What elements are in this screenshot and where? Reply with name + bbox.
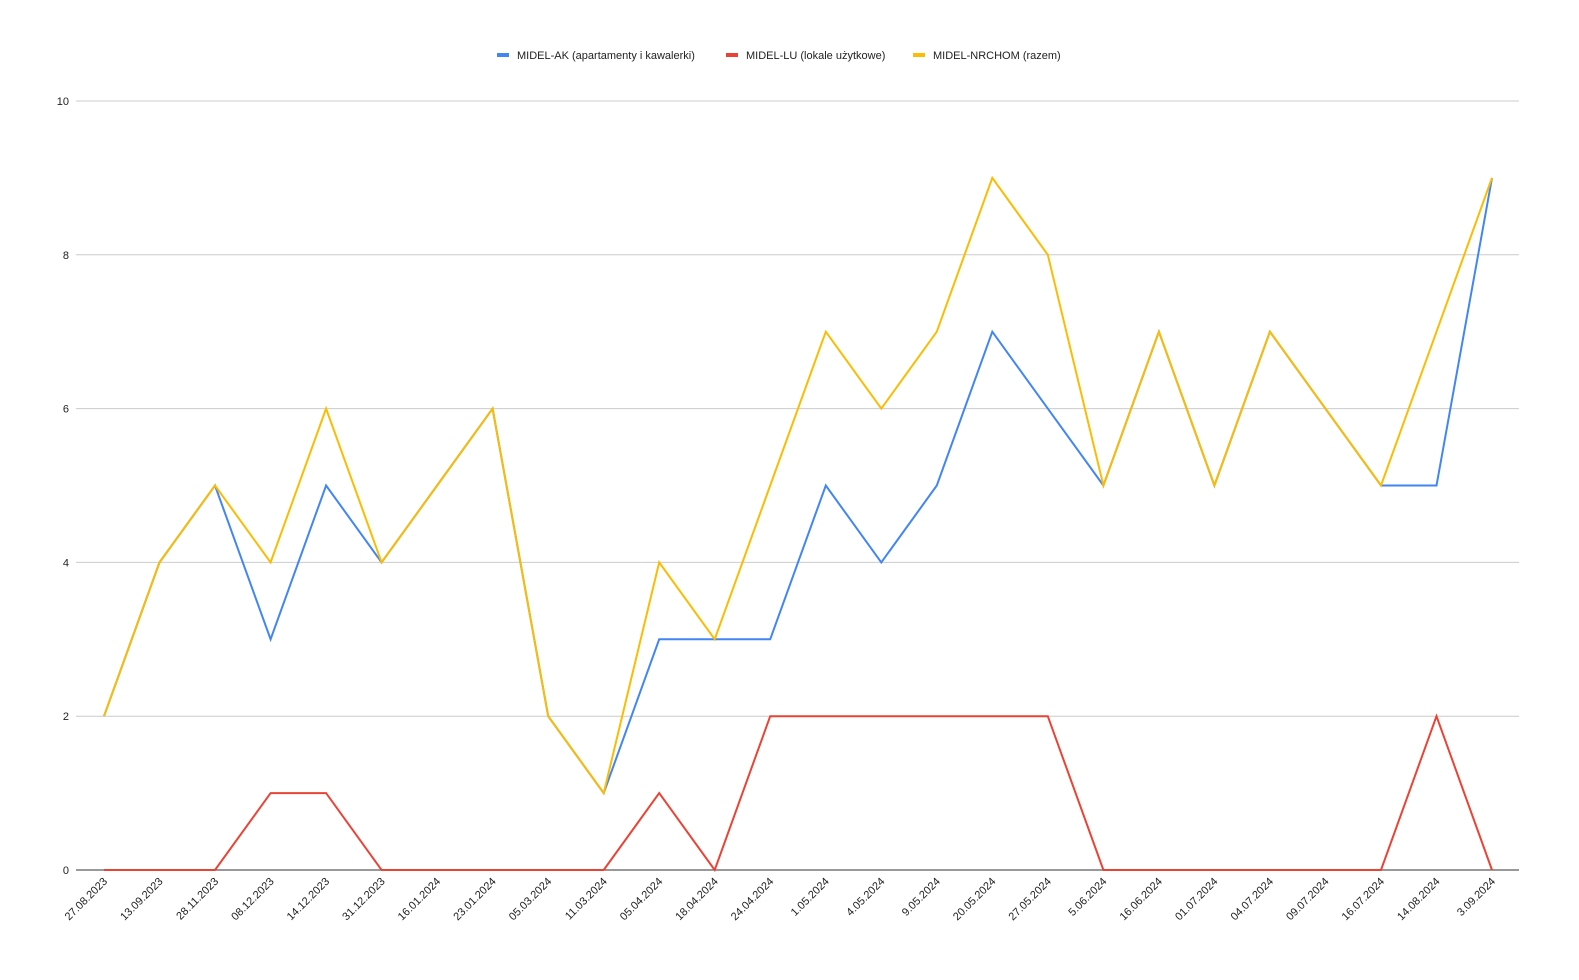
series-line-2 — [104, 713, 1493, 873]
x-tick-label: 24.04.2024 — [729, 876, 776, 923]
x-tick-label: 23.01.2024 — [451, 876, 498, 923]
x-tick-label: 28.11.2023 — [174, 876, 221, 923]
x-tick-label: 27.08.2023 — [63, 876, 110, 923]
x-tick-label: 16.06.2024 — [1118, 876, 1165, 923]
y-tick-label: 8 — [63, 250, 69, 262]
y-axis-ticks: 0 2 4 6 8 10 — [57, 96, 69, 877]
legend-label-3: MIDEL-NRCHOM (razem) — [933, 50, 1061, 62]
legend-label-1: MIDEL-AK (apartamenty i kawalerki) — [517, 50, 695, 62]
x-tick-label: 20.05.2024 — [951, 876, 998, 923]
legend-swatch-3 — [913, 53, 925, 57]
x-tick-label: 04.07.2024 — [1229, 876, 1276, 923]
y-tick-label: 2 — [63, 711, 69, 723]
x-axis-ticks: 27.08.2023 13.09.2023 28.11.2023 08.12.2023… — [63, 876, 1498, 923]
y-tick-label: 0 — [63, 865, 69, 877]
y-tick-label: 10 — [57, 96, 69, 108]
series-line-3 — [103, 175, 1493, 796]
legend: MIDEL-AK (apartamenty i kawalerki) MIDEL-… — [497, 50, 1061, 62]
x-tick-label: 4.05.2024 — [844, 876, 887, 919]
x-tick-label: 16.07.2024 — [1340, 876, 1387, 923]
x-tick-label: 9.05.2024 — [900, 876, 943, 919]
x-tick-label: 31.12.2023 — [340, 876, 387, 923]
x-tick-label: 05.03.2024 — [507, 876, 554, 923]
x-tick-label: 05.04.2024 — [618, 876, 665, 923]
legend-label-2: MIDEL-LU (lokale użytkowe) — [746, 50, 885, 62]
legend-swatch-1 — [497, 53, 509, 57]
x-tick-label: 3.09.2024 — [1455, 876, 1498, 919]
gridlines — [76, 100, 1519, 871]
legend-swatch-2 — [726, 53, 738, 57]
y-tick-label: 4 — [63, 557, 69, 569]
x-tick-label: 14.08.2024 — [1395, 876, 1442, 923]
series-line-1 — [103, 177, 1493, 796]
y-tick-label: 6 — [63, 404, 69, 416]
series-lines — [103, 175, 1493, 873]
x-tick-label: 11.03.2024 — [563, 876, 610, 923]
x-tick-label: 09.07.2024 — [1284, 876, 1331, 923]
x-tick-label: 08.12.2023 — [229, 876, 276, 923]
x-tick-label: 13.09.2023 — [118, 876, 165, 923]
x-tick-label: 01.07.2024 — [1173, 876, 1220, 923]
x-tick-label: 5.06.2024 — [1066, 876, 1109, 919]
x-tick-label: 18.04.2024 — [673, 876, 720, 923]
x-tick-label: 16.01.2024 — [396, 876, 443, 923]
x-tick-label: 1.05.2024 — [789, 876, 832, 919]
x-tick-label: 27.05.2024 — [1007, 876, 1054, 923]
x-tick-label: 14.12.2023 — [285, 876, 332, 923]
